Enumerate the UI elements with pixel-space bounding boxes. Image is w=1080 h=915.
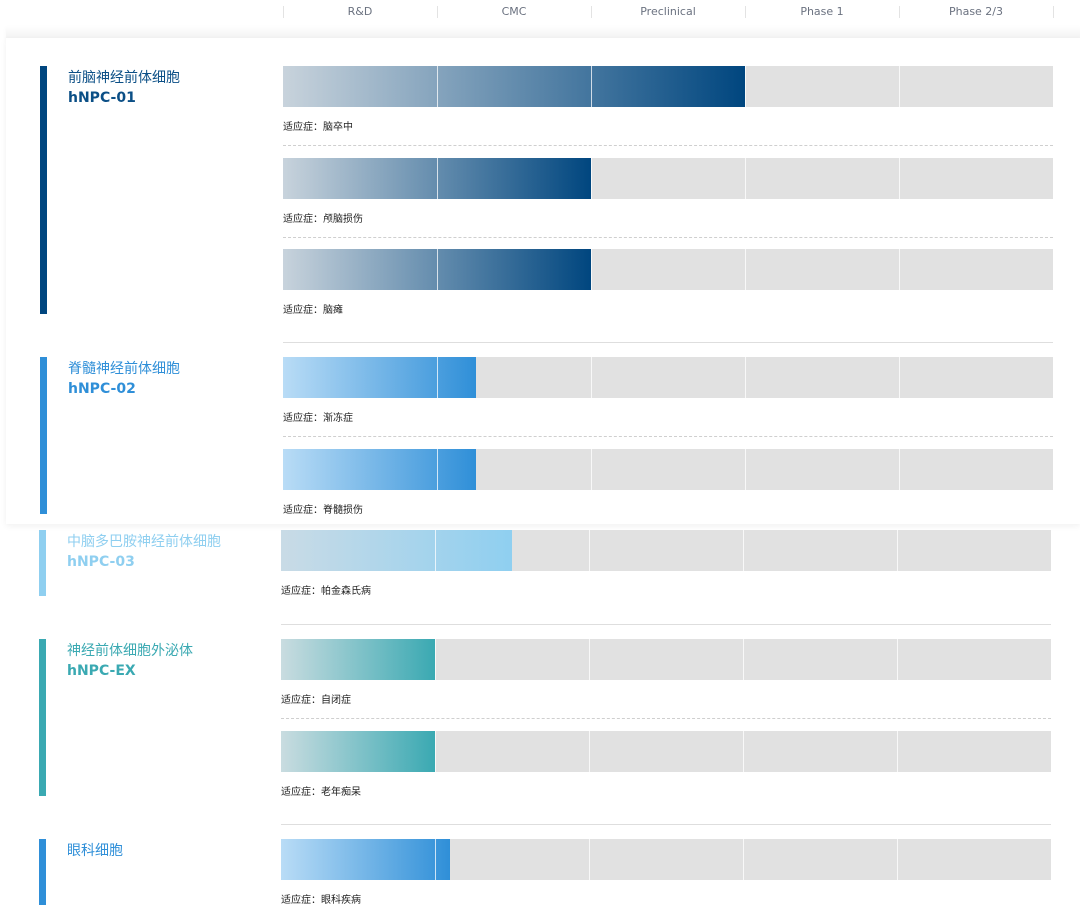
group-title: 中脑多巴胺神经前体细胞 (67, 534, 221, 550)
stage-column-line (589, 639, 590, 680)
stage-column-line (437, 357, 438, 398)
group-code: hNPC-EX (67, 663, 136, 679)
progress-track (283, 357, 1053, 398)
stage-column-line (745, 66, 746, 107)
stage-column-line (743, 530, 744, 571)
progress-track (283, 66, 1053, 107)
stage-column-line (745, 158, 746, 199)
stage-column-line (743, 731, 744, 772)
stage-header-phase1: Phase 1 (800, 5, 844, 18)
group-code: hNPC-02 (68, 381, 136, 397)
indication-label: 适应症：脑卒中 (283, 122, 353, 133)
stage-column-line (591, 449, 592, 490)
stage-column-line (435, 639, 436, 680)
progress-fill (283, 66, 745, 107)
progress-fill (281, 530, 512, 571)
progress-track (281, 839, 1051, 880)
stage-column-line (899, 357, 900, 398)
stage-column-line (899, 66, 900, 107)
header-divider (899, 6, 900, 18)
stage-column-line (435, 839, 436, 880)
stage-column-line (591, 357, 592, 398)
stage-column-line (899, 449, 900, 490)
stage-column-line (591, 158, 592, 199)
stage-column-line (743, 639, 744, 680)
stage-column-line (589, 731, 590, 772)
progress-fill (281, 839, 450, 880)
header-divider (283, 6, 284, 18)
progress-fill (283, 357, 476, 398)
stage-column-line (589, 839, 590, 880)
progress-fill (281, 639, 435, 680)
stage-column-line (743, 839, 744, 880)
group-code: hNPC-01 (68, 90, 136, 106)
indication-label: 适应症：老年痴呆 (281, 787, 361, 798)
stage-column-line (437, 66, 438, 107)
group-title: 前脑神经前体细胞 (68, 70, 180, 86)
group-title: 神经前体细胞外泌体 (67, 643, 193, 659)
header-divider (591, 6, 592, 18)
stage-column-line (897, 639, 898, 680)
stage-column-line (745, 357, 746, 398)
group-color-bar (40, 66, 47, 314)
stage-column-line (897, 530, 898, 571)
progress-track (281, 530, 1051, 571)
stage-header-rd: R&D (347, 5, 373, 18)
progress-fill (283, 449, 476, 490)
group-code: hNPC-03 (67, 554, 135, 570)
stage-column-line (899, 158, 900, 199)
stage-column-line (897, 731, 898, 772)
group-title: 脊髓神经前体细胞 (68, 361, 180, 377)
header-shadow (6, 26, 1080, 40)
stage-column-line (899, 249, 900, 290)
progress-track (281, 639, 1051, 680)
group-title: 眼科细胞 (67, 843, 123, 859)
item-divider (281, 718, 1051, 719)
indication-label: 适应症：自闭症 (281, 695, 351, 706)
group-color-bar (39, 639, 46, 796)
stage-column-line (745, 249, 746, 290)
stage-column-line (591, 66, 592, 107)
stage-column-line (437, 449, 438, 490)
stage-column-line (437, 158, 438, 199)
stage-column-line (897, 839, 898, 880)
stage-column-line (745, 449, 746, 490)
header-divider (437, 6, 438, 18)
progress-track (283, 158, 1053, 199)
group-divider (283, 342, 1053, 343)
indication-label: 适应症：渐冻症 (283, 413, 353, 424)
indication-label: 适应症：颅脑损伤 (283, 214, 363, 225)
item-divider (283, 237, 1053, 238)
group-color-bar (39, 839, 46, 905)
stage-header-preclinical: Preclinical (640, 5, 696, 18)
stage-column-line (437, 249, 438, 290)
item-divider (283, 436, 1053, 437)
indication-label: 适应症：帕金森氏病 (281, 586, 371, 597)
indication-label: 适应症：脊髓损伤 (283, 505, 363, 516)
indication-label: 适应症：眼科疾病 (281, 895, 361, 906)
stage-header: R&D CMC Preclinical Phase 1 Phase 2/3 (0, 0, 1080, 24)
progress-track (281, 731, 1051, 772)
item-divider (283, 145, 1053, 146)
stage-header-cmc: CMC (501, 5, 527, 18)
progress-track (283, 449, 1053, 490)
progress-fill (281, 731, 435, 772)
stage-header-phase23: Phase 2/3 (948, 5, 1004, 18)
group-color-bar (40, 357, 47, 514)
stage-column-line (591, 249, 592, 290)
group-divider (281, 824, 1051, 825)
group-divider (281, 624, 1051, 625)
group-color-bar (39, 530, 46, 596)
header-divider (1053, 6, 1054, 18)
header-divider (745, 6, 746, 18)
stage-column-line (589, 530, 590, 571)
stage-column-line (435, 530, 436, 571)
indication-label: 适应症：脑瘫 (283, 305, 343, 316)
progress-track (283, 249, 1053, 290)
stage-column-line (435, 731, 436, 772)
